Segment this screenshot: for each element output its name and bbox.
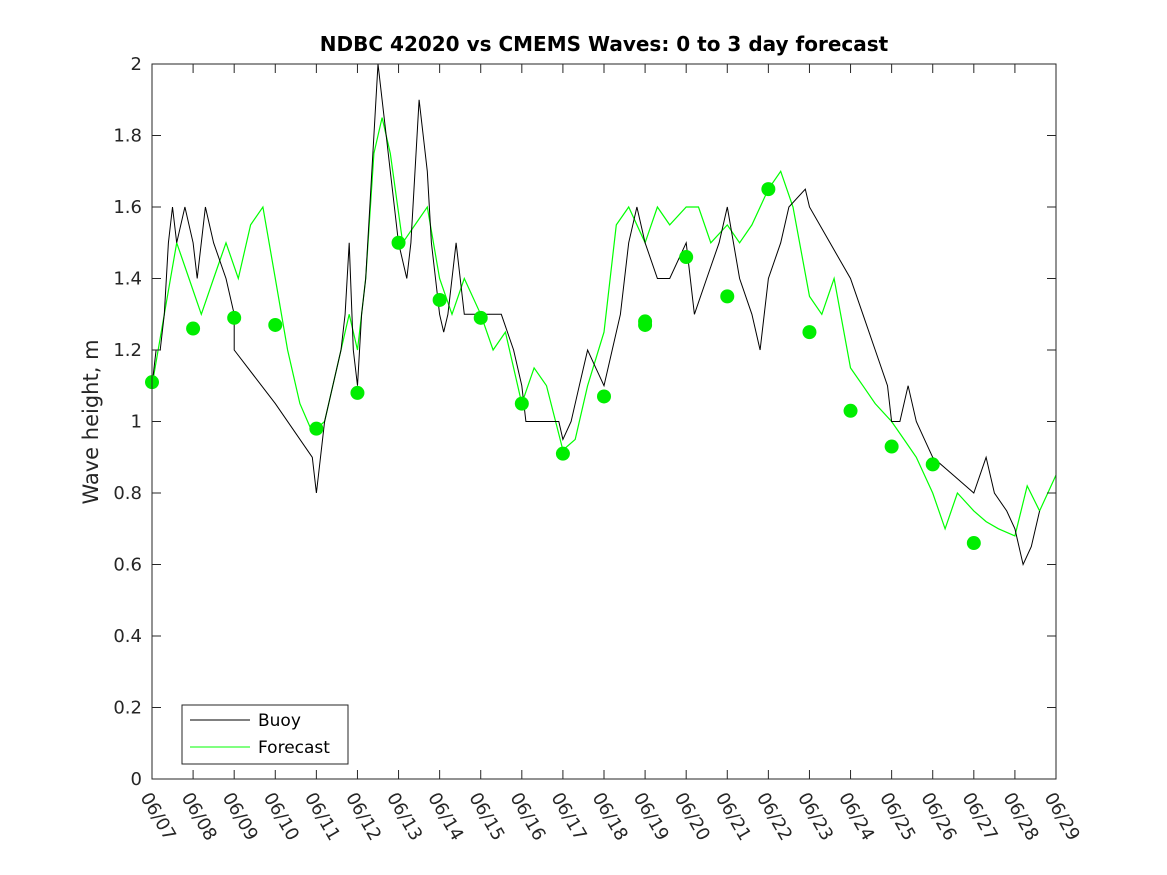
y-tick-label: 2 (131, 54, 142, 75)
forecast-point (391, 235, 406, 250)
y-tick-label: 0.2 (113, 698, 142, 719)
analysis-points-layer (145, 182, 981, 551)
forecast-point (514, 396, 529, 411)
forecast-point (268, 317, 283, 332)
forecast-point (720, 289, 735, 304)
legend-box (181, 704, 349, 765)
forecast-point (802, 325, 817, 340)
y-tick-label: 1.4 (113, 269, 142, 290)
y-tick-label: 0.8 (113, 483, 142, 504)
forecast-point (309, 421, 324, 436)
y-axis-label: Wave height, m (79, 339, 103, 504)
forecast-point (925, 457, 940, 472)
legend: Buoy Forecast (181, 704, 349, 765)
legend-buoy-label: Buoy (258, 711, 301, 731)
forecast-point (843, 403, 858, 418)
y-tick-label: 1.6 (113, 197, 142, 218)
forecast-point (473, 310, 488, 325)
forecast-point (884, 439, 899, 454)
series-layer (151, 63, 1057, 567)
forecast-point (432, 292, 447, 307)
legend-forecast-label: Forecast (258, 738, 330, 758)
forecast-point (966, 536, 981, 551)
forecast-point (679, 250, 694, 265)
forecast-point (597, 389, 611, 404)
forecast-point (761, 182, 776, 197)
series-line-forecast (151, 117, 1057, 537)
series-line-buoy (151, 63, 1041, 567)
y-tick-label: 0.6 (113, 555, 142, 576)
forecast-point (555, 446, 570, 461)
forecast-point (186, 321, 201, 336)
y-tick-label: 1 (131, 412, 142, 433)
y-tick-label: 0.4 (113, 626, 142, 647)
forecast-point (638, 317, 653, 332)
forecast-point (227, 310, 242, 325)
chart-title: NDBC 42020 vs CMEMS Waves: 0 to 3 day fo… (320, 32, 889, 56)
y-tick-label: 0 (131, 769, 142, 790)
y-tick-label: 1.2 (113, 340, 142, 361)
y-axis-ticks: 0 0.2 0.4 0.6 0.8 1 1.2 1.4 1.6 1.8 2 (113, 54, 1056, 790)
forecast-point (350, 385, 365, 400)
y-tick-label: 1.8 (113, 126, 142, 147)
